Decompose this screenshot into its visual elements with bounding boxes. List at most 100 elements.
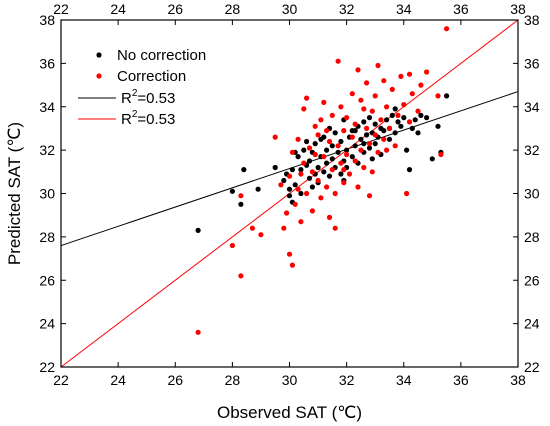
point-no-correction — [289, 167, 295, 173]
point-correction — [352, 121, 358, 127]
x-tick-label-top: 38 — [510, 1, 526, 17]
point-correction — [349, 91, 355, 97]
point-correction — [418, 82, 424, 88]
x-tick-label-top: 34 — [396, 1, 412, 17]
point-no-correction — [315, 164, 321, 171]
point-correction — [386, 125, 393, 131]
point-correction — [312, 123, 318, 129]
point-correction — [341, 128, 347, 134]
point-no-correction — [366, 145, 373, 151]
point-correction — [315, 177, 321, 184]
point-correction — [295, 186, 301, 192]
y-tick-label-right: 30 — [524, 186, 540, 202]
point-no-correction — [418, 112, 424, 118]
point-correction — [301, 106, 307, 112]
point-correction — [401, 102, 407, 108]
point-no-correction — [329, 156, 335, 162]
point-correction — [369, 108, 375, 114]
point-correction — [315, 132, 321, 138]
point-correction — [238, 193, 244, 199]
point-correction — [324, 128, 330, 134]
point-no-correction — [429, 156, 435, 162]
point-correction — [318, 195, 324, 201]
point-no-correction — [358, 136, 364, 142]
point-no-correction — [352, 128, 358, 134]
point-correction — [324, 184, 330, 190]
point-no-correction — [286, 186, 293, 192]
point-no-correction — [281, 177, 287, 184]
point-no-correction — [361, 119, 367, 125]
y-tick-label-right: 24 — [524, 316, 540, 332]
point-no-correction — [389, 112, 395, 118]
point-correction — [389, 86, 395, 92]
point-correction — [312, 151, 318, 158]
data-points — [195, 26, 450, 335]
y-tick-label-left: 38 — [39, 12, 55, 28]
point-no-correction — [301, 147, 307, 153]
point-no-correction — [324, 147, 330, 153]
point-correction — [375, 149, 381, 155]
point-correction — [346, 171, 353, 177]
point-correction — [372, 93, 378, 99]
point-correction — [381, 78, 387, 84]
point-correction — [395, 112, 401, 118]
point-correction — [286, 173, 293, 179]
point-no-correction — [364, 132, 370, 138]
point-correction — [298, 171, 304, 177]
point-no-correction — [369, 156, 375, 162]
point-correction — [318, 117, 324, 123]
y-tick-label-left: 28 — [39, 229, 55, 245]
fit-line-black — [60, 91, 519, 247]
point-correction — [349, 134, 355, 140]
point-no-correction — [349, 154, 355, 160]
point-no-correction — [304, 138, 310, 145]
point-no-correction — [401, 115, 407, 121]
point-no-correction — [424, 115, 430, 121]
x-axis-title: Observed SAT (℃) — [217, 403, 362, 422]
y-tick-label-left: 22 — [39, 359, 55, 375]
x-tick-label-top: 24 — [110, 1, 126, 17]
point-correction — [258, 232, 264, 238]
x-tick-label-bottom: 38 — [510, 372, 526, 388]
point-no-correction — [195, 227, 201, 233]
point-correction — [292, 201, 298, 207]
point-no-correction — [366, 115, 373, 121]
point-correction — [341, 180, 347, 186]
point-correction — [444, 26, 450, 32]
point-correction — [366, 193, 373, 199]
point-no-correction — [335, 149, 341, 155]
point-no-correction — [398, 123, 404, 129]
point-correction — [358, 147, 364, 153]
y-tick-label-right: 34 — [524, 99, 540, 115]
point-correction — [278, 182, 284, 188]
point-correction — [329, 167, 335, 173]
point-no-correction — [306, 175, 313, 181]
point-no-correction — [372, 141, 378, 147]
point-correction — [306, 145, 313, 151]
point-correction — [366, 141, 373, 147]
point-correction — [406, 119, 413, 125]
point-no-correction — [295, 154, 301, 160]
point-correction — [381, 136, 387, 142]
x-tick-label-top: 28 — [225, 1, 241, 17]
point-correction — [309, 208, 315, 214]
point-correction — [329, 112, 335, 118]
legend-fit-red-suffix: =0.53 — [137, 111, 175, 128]
point-no-correction — [292, 182, 298, 188]
point-correction — [332, 225, 338, 231]
x-tick-label-bottom: 26 — [167, 372, 183, 388]
point-correction — [341, 167, 347, 173]
point-no-correction — [272, 164, 278, 171]
point-no-correction — [298, 167, 304, 173]
point-correction — [326, 138, 333, 145]
point-correction — [392, 143, 398, 149]
point-no-correction — [381, 128, 387, 134]
point-correction — [409, 91, 415, 97]
y-axis-title: Predicted SAT (℃) — [5, 122, 24, 265]
legend: No correction Correction R2=0.53 R2=0.53 — [78, 47, 206, 128]
point-correction — [369, 169, 375, 175]
point-no-correction — [286, 193, 293, 199]
point-no-correction — [404, 147, 410, 153]
point-no-correction — [329, 143, 335, 149]
x-tick-label-top: 22 — [53, 1, 69, 17]
